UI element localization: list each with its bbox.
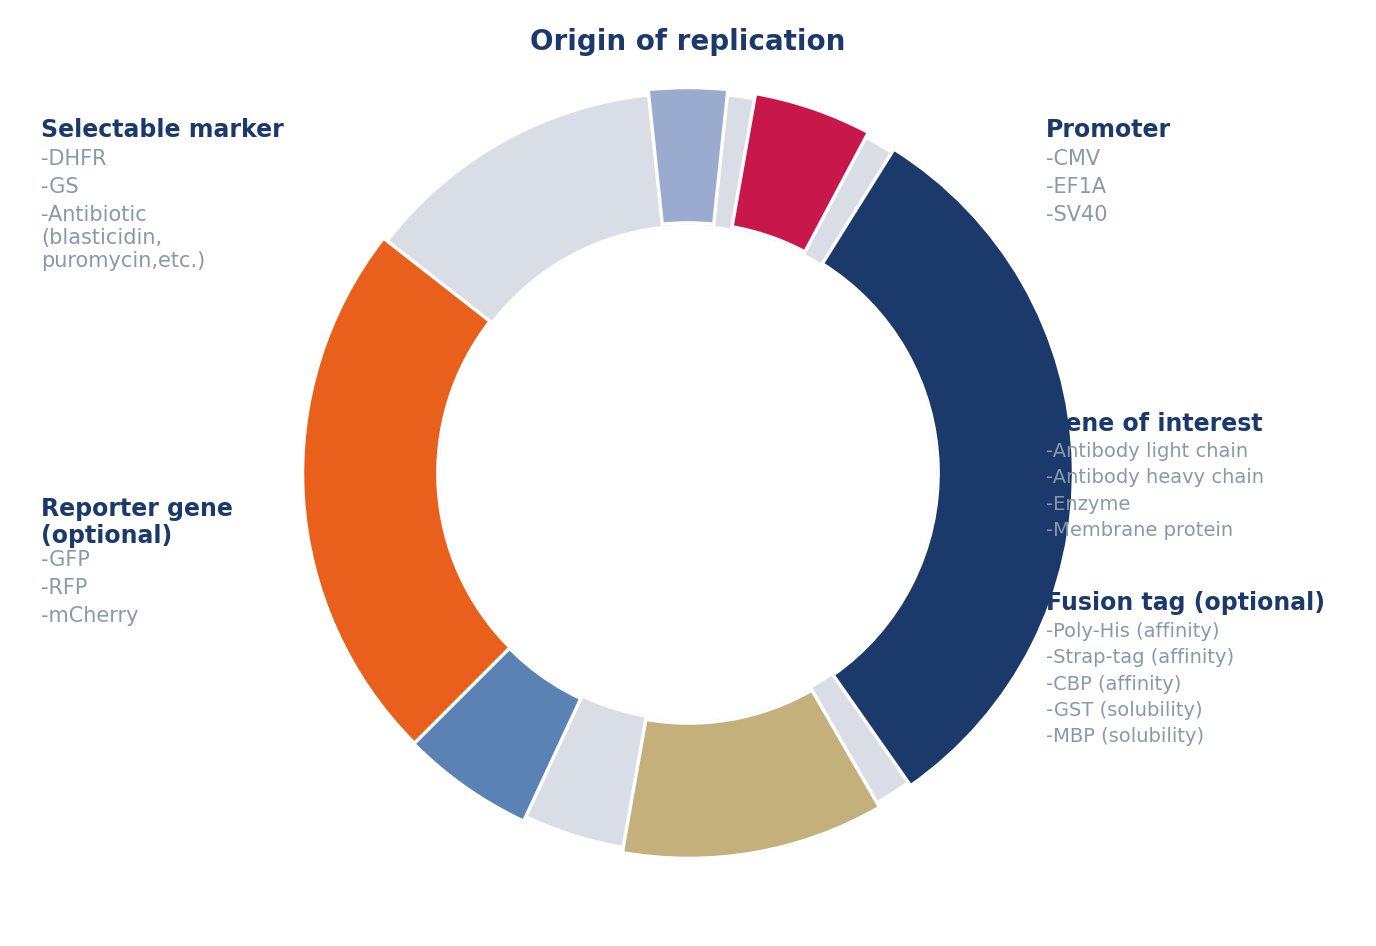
- Text: -DHFR: -DHFR: [41, 149, 107, 168]
- Text: -GS: -GS: [41, 177, 78, 197]
- Wedge shape: [304, 497, 581, 821]
- Text: -Enzyme: -Enzyme: [1046, 495, 1130, 514]
- Text: -CMV: -CMV: [1046, 149, 1099, 168]
- Text: -Strap-tag (affinity): -Strap-tag (affinity): [1046, 648, 1234, 667]
- Text: Origin of replication: Origin of replication: [530, 28, 846, 57]
- Text: -Poly-His (affinity): -Poly-His (affinity): [1046, 622, 1219, 640]
- Text: Fusion tag (optional): Fusion tag (optional): [1046, 591, 1325, 615]
- Text: -Antibody heavy chain: -Antibody heavy chain: [1046, 468, 1263, 487]
- Text: -CBP (affinity): -CBP (affinity): [1046, 674, 1181, 693]
- Text: -Membrane protein: -Membrane protein: [1046, 521, 1233, 540]
- Text: -mCherry: -mCherry: [41, 606, 139, 626]
- Wedge shape: [310, 95, 1066, 851]
- Text: -GFP: -GFP: [41, 551, 91, 570]
- Wedge shape: [732, 94, 868, 252]
- Text: -EF1A: -EF1A: [1046, 177, 1106, 197]
- Text: -MBP (solubility): -MBP (solubility): [1046, 727, 1204, 746]
- Text: -SV40: -SV40: [1046, 204, 1108, 225]
- Text: Gene of interest: Gene of interest: [1046, 412, 1262, 435]
- Text: Promoter: Promoter: [1046, 118, 1171, 142]
- Wedge shape: [622, 690, 879, 858]
- Text: Selectable marker: Selectable marker: [41, 118, 283, 142]
- Text: -Antibody light chain: -Antibody light chain: [1046, 442, 1248, 461]
- Text: Reporter gene
(optional): Reporter gene (optional): [41, 497, 233, 549]
- Wedge shape: [648, 88, 728, 224]
- Text: -Antibiotic
(blasticidin,
puromycin,etc.): -Antibiotic (blasticidin, puromycin,etc.…: [41, 204, 205, 272]
- Wedge shape: [823, 149, 1073, 786]
- Wedge shape: [303, 238, 510, 744]
- Text: -GST (solubility): -GST (solubility): [1046, 701, 1203, 720]
- Text: -RFP: -RFP: [41, 578, 88, 598]
